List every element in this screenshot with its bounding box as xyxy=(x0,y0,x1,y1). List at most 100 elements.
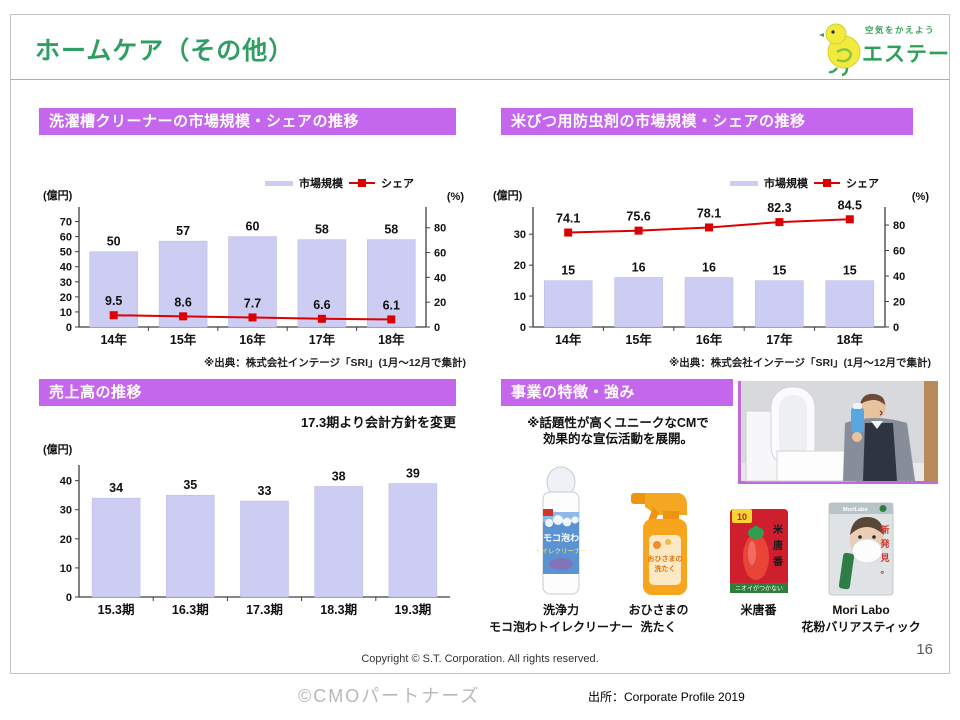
svg-text:MoriLabo: MoriLabo xyxy=(843,507,868,513)
svg-text:15年: 15年 xyxy=(170,332,197,347)
svg-text:50: 50 xyxy=(107,235,121,249)
svg-text:78.1: 78.1 xyxy=(697,206,721,220)
chart-source: ※出典：株式会社インテージ「SRI」(1月～12月で集計) xyxy=(668,357,931,369)
panel-header-tub-cleaner: 洗濯槽クリーナーの市場規模・シェアの推移 xyxy=(39,108,456,135)
svg-text:モコ泡わ: モコ泡わ xyxy=(543,532,579,543)
chart-legend: 市場規模 シェア xyxy=(265,175,414,191)
svg-text:39: 39 xyxy=(406,467,420,481)
svg-text:75.6: 75.6 xyxy=(626,210,650,224)
svg-text:34: 34 xyxy=(109,481,123,495)
svg-text:60: 60 xyxy=(60,232,72,244)
chick-logo-icon: 空気をかえよう エステー xyxy=(819,23,949,77)
toilet-cleaner-image: モコ泡わ トイレクリーナー xyxy=(535,466,587,595)
svg-text:35: 35 xyxy=(183,478,197,492)
chart-canvas-tub-cleaner: 0 10 20 30 40 50 60 70 0 20 40 60 80 50 57 60 58 58 14年 15年… xyxy=(60,207,446,347)
svg-text:18年: 18年 xyxy=(378,332,405,347)
svg-text:トイレクリーナー: トイレクリーナー xyxy=(535,547,587,555)
svg-text:30: 30 xyxy=(60,277,72,289)
title-divider xyxy=(11,79,949,80)
svg-text:60: 60 xyxy=(893,246,905,258)
svg-text:40: 40 xyxy=(60,262,72,274)
svg-text:9.5: 9.5 xyxy=(105,294,122,308)
svg-text:16: 16 xyxy=(702,261,716,275)
svg-text:10: 10 xyxy=(60,307,72,319)
legend-label-share: シェア xyxy=(381,178,414,190)
svg-text:74.1: 74.1 xyxy=(556,212,580,226)
cm-note: ※話題性が高くユニークなCMで 効果的な宣伝活動を展開。 xyxy=(527,416,709,446)
legend-label-market: 市場規模 xyxy=(299,178,343,190)
svg-text:40: 40 xyxy=(434,272,446,284)
ohisama-spray-image: おひさまの 洗たく xyxy=(630,493,687,595)
kometoban-image: 10 米 唐 番 ニオイがつかない xyxy=(729,509,788,593)
svg-text:8.6: 8.6 xyxy=(174,295,191,309)
bar-legend-swatch-icon xyxy=(730,180,758,186)
left-axis-unit: (億円) xyxy=(43,190,73,202)
svg-text:38: 38 xyxy=(332,469,346,483)
svg-text:10: 10 xyxy=(60,563,72,575)
svg-text:おひさまの: おひさまの xyxy=(647,554,682,563)
svg-text:20: 20 xyxy=(60,292,72,304)
svg-text:18.3期: 18.3期 xyxy=(320,602,357,617)
line-legend-swatch-icon xyxy=(814,179,840,187)
svg-text:17年: 17年 xyxy=(309,332,336,347)
panel-header-rice-insect: 米びつ用防虫剤の市場規模・シェアの推移 xyxy=(501,108,913,135)
svg-text:20: 20 xyxy=(434,297,446,309)
left-axis-unit: (億円) xyxy=(43,444,73,456)
svg-text:エステー: エステー xyxy=(862,43,950,66)
svg-text:57: 57 xyxy=(176,224,190,238)
chart-canvas-rice-insect: 0 10 20 30 0 20 40 60 80 15 16 16 15 15 14年 15年 16年 17年 18… xyxy=(514,198,906,347)
svg-text:0: 0 xyxy=(893,322,899,334)
morilabo-image: MoriLabo 新 発 見 。 xyxy=(828,502,894,596)
svg-text:30: 30 xyxy=(60,505,72,517)
svg-text:16年: 16年 xyxy=(696,332,723,347)
svg-text:新: 新 xyxy=(880,524,889,535)
product-caption: 洗浄力 モコ泡わトイレクリーナー xyxy=(488,603,633,634)
legend-label-market: 市場規模 xyxy=(764,178,808,190)
svg-text:0: 0 xyxy=(66,322,72,334)
svg-text:7.7: 7.7 xyxy=(244,296,261,310)
legend-label-share: シェア xyxy=(846,178,879,190)
svg-text:10: 10 xyxy=(514,291,526,303)
left-axis-unit: (億円) xyxy=(493,190,523,202)
svg-text:82.3: 82.3 xyxy=(767,201,791,215)
page-number: 16 xyxy=(916,641,933,658)
cm-photo xyxy=(738,381,938,484)
svg-text:17年: 17年 xyxy=(766,332,793,347)
svg-text:洗たく: 洗たく xyxy=(654,564,675,573)
svg-text:16年: 16年 xyxy=(239,332,266,347)
svg-text:。: 。 xyxy=(880,565,889,575)
svg-text:米: 米 xyxy=(773,523,784,536)
cmo-credit: ©CMOパートナーズ xyxy=(298,686,481,706)
svg-text:30: 30 xyxy=(514,229,526,241)
source-note: 出所：Corporate Profile 2019 xyxy=(588,690,745,704)
svg-text:33: 33 xyxy=(258,484,272,498)
svg-text:20: 20 xyxy=(893,297,905,309)
copyright: Copyright © S.T. Corporation. All rights… xyxy=(361,653,599,665)
sales-accounting-note: 17.3期より会計方針を変更 xyxy=(300,415,456,430)
svg-text:0: 0 xyxy=(66,592,72,604)
svg-text:16.3期: 16.3期 xyxy=(172,602,209,617)
product-toilet-cleaner: モコ泡わ トイレクリーナー 洗浄力 モコ泡わトイレクリーナー xyxy=(466,455,656,636)
panel-header-sales: 売上高の推移 xyxy=(39,379,456,406)
product-kometoban: 10 米 唐 番 ニオイがつかない 米唐番 xyxy=(711,455,806,619)
svg-text:発: 発 xyxy=(879,538,890,549)
svg-text:16: 16 xyxy=(632,261,646,275)
svg-text:70: 70 xyxy=(60,217,72,229)
svg-text:0: 0 xyxy=(520,322,526,334)
svg-text:58: 58 xyxy=(384,223,398,237)
svg-text:見: 見 xyxy=(879,553,889,563)
panel-header-strengths: 事業の特徴・強み xyxy=(501,379,733,406)
st-corporation-logo: 空気をかえよう エステー xyxy=(817,19,949,77)
chart-rice-insect: (億円) 市場規模 シェア (%) 0 10 20 30 0 20 40 60 80 15 16 16… xyxy=(491,173,931,370)
svg-text:80: 80 xyxy=(893,220,905,232)
right-axis-unit: (%) xyxy=(911,191,929,203)
chart-sales: (億円) 0 10 20 30 40 34 35 33 38 39 15.3期 16.3期 17.3期 1… xyxy=(41,435,466,625)
svg-text:19.3期: 19.3期 xyxy=(394,602,431,617)
svg-text:空気をかえよう: 空気をかえよう xyxy=(865,25,935,35)
product-caption: Mori Labo 花粉バリアスティック xyxy=(801,603,921,634)
page-title: ホームケア（その他） xyxy=(35,37,295,65)
product-morilabo: MoriLabo 新 発 見 。 Mori Labo 花粉バリアスティック xyxy=(781,455,941,636)
svg-text:唐: 唐 xyxy=(773,539,783,552)
svg-text:ニオイがつかない: ニオイがつかない xyxy=(734,585,782,593)
svg-text:14年: 14年 xyxy=(555,332,582,347)
